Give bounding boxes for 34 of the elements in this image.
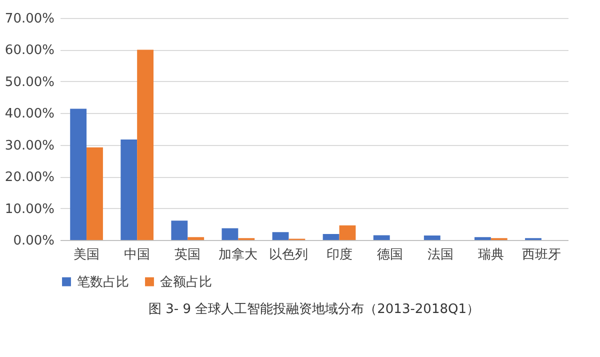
x-tick-label: 德国 — [376, 248, 403, 262]
y-tick-label: 70.00% — [4, 12, 54, 26]
bar — [373, 235, 390, 240]
bar — [70, 108, 87, 240]
y-tick-label: 30.00% — [4, 138, 54, 154]
x-tick-label: 法国 — [427, 248, 454, 262]
y-tick-label: 50.00% — [4, 74, 54, 90]
bar — [424, 236, 440, 240]
x-tick-label: 以色列 — [269, 248, 308, 262]
x-tick-label: 印度 — [326, 246, 352, 262]
x-tick-label: 英国 — [174, 248, 201, 262]
x-tick-label: 加拿大 — [218, 248, 258, 262]
x-tick-label: 中国 — [124, 248, 150, 262]
bar — [171, 220, 188, 240]
y-tick-label: 10.00% — [4, 202, 54, 217]
x-tick-label: 美国 — [74, 246, 100, 262]
bar — [322, 234, 340, 240]
bar — [272, 232, 289, 240]
legend-label: 金额占比 — [160, 274, 212, 290]
bar — [137, 50, 154, 240]
x-tick-label: 西班牙 — [522, 248, 561, 262]
y-tick-label: 40.00% — [4, 106, 54, 122]
bar — [222, 228, 238, 240]
bar — [339, 225, 356, 240]
bar — [474, 237, 491, 240]
bar — [188, 237, 204, 240]
bar — [120, 139, 138, 240]
y-tick-label: 60.00% — [4, 43, 54, 58]
y-tick-label: 0.00% — [13, 234, 54, 248]
x-tick-label: 瑞典 — [478, 248, 504, 262]
legend-label: 笔数占比 — [77, 274, 129, 290]
bar — [86, 147, 103, 240]
y-tick-label: 20.00% — [4, 170, 54, 186]
text: 图 3- 9 全球人工智能投融资地域分布（2013-2018Q1） — [148, 302, 480, 317]
